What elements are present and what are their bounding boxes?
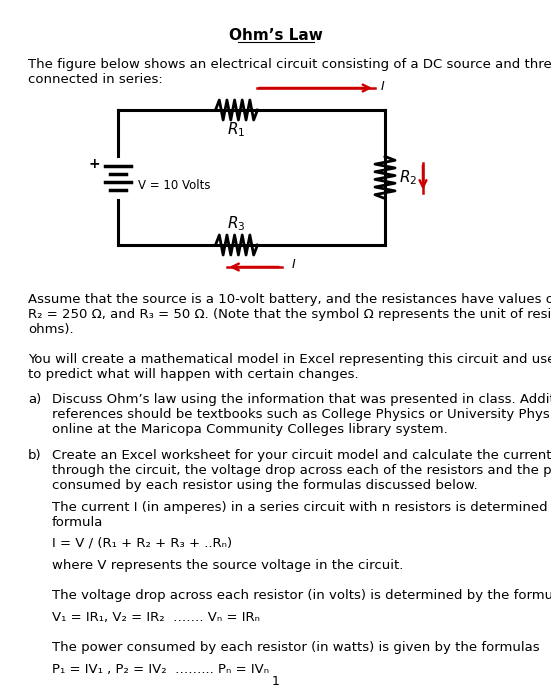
- Text: where V represents the source voltage in the circuit.: where V represents the source voltage in…: [52, 559, 403, 572]
- Text: b): b): [28, 449, 42, 462]
- Text: $R_3$: $R_3$: [227, 214, 246, 233]
- Text: V₁ = IR₁, V₂ = IR₂  ……. Vₙ = IRₙ: V₁ = IR₁, V₂ = IR₂ ……. Vₙ = IRₙ: [52, 611, 260, 624]
- Text: a): a): [28, 393, 41, 406]
- Text: The power consumed by each resistor (in watts) is given by the formulas: The power consumed by each resistor (in …: [52, 641, 539, 654]
- Text: The voltage drop across each resistor (in volts) is determined by the formulas: The voltage drop across each resistor (i…: [52, 589, 551, 602]
- Text: Discuss Ohm’s law using the information that was presented in class. Additional
: Discuss Ohm’s law using the information …: [52, 393, 551, 436]
- Text: $R_1$: $R_1$: [228, 120, 246, 139]
- Text: V = 10 Volts: V = 10 Volts: [138, 179, 210, 192]
- Text: $R_2$: $R_2$: [399, 168, 417, 187]
- Text: The figure below shows an electrical circuit consisting of a DC source and three: The figure below shows an electrical cir…: [28, 58, 551, 86]
- Text: Assume that the source is a 10-volt battery, and the resistances have values of : Assume that the source is a 10-volt batt…: [28, 293, 551, 336]
- Text: Create an Excel worksheet for your circuit model and calculate the current (I) f: Create an Excel worksheet for your circu…: [52, 449, 551, 492]
- Text: The current I (in amperes) in a series circuit with n resistors is determined us: The current I (in amperes) in a series c…: [52, 501, 551, 529]
- Text: I: I: [381, 80, 385, 92]
- Text: I = V / (R₁ + R₂ + R₃ + ..Rₙ): I = V / (R₁ + R₂ + R₃ + ..Rₙ): [52, 537, 232, 550]
- Text: 1: 1: [272, 675, 279, 688]
- Text: You will create a mathematical model in Excel representing this circuit and use : You will create a mathematical model in …: [28, 353, 551, 381]
- Text: P₁ = IV₁ , P₂ = IV₂  ……... Pₙ = IVₙ: P₁ = IV₁ , P₂ = IV₂ ……... Pₙ = IVₙ: [52, 663, 269, 676]
- Text: +: +: [88, 157, 100, 171]
- Text: Ohm’s Law: Ohm’s Law: [229, 28, 322, 43]
- Text: I: I: [291, 258, 295, 272]
